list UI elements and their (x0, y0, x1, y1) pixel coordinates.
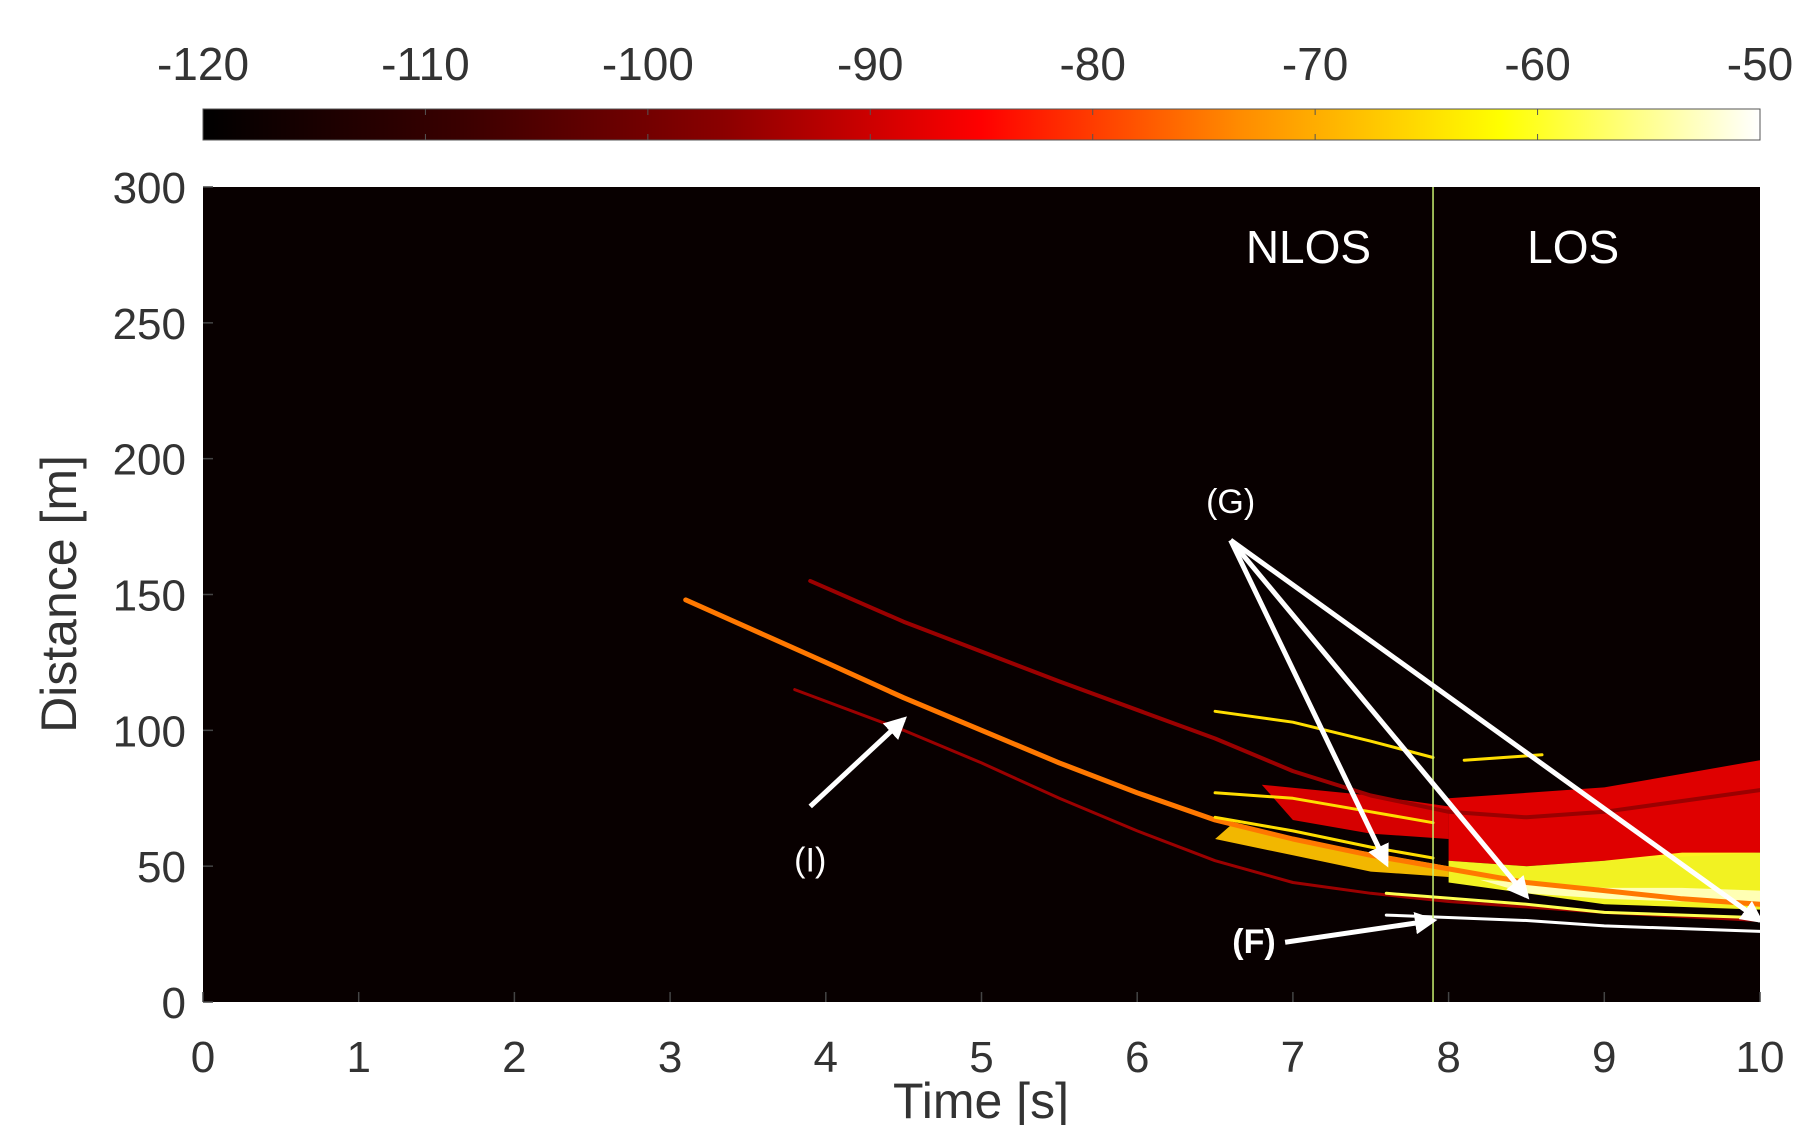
track-floor-yellow (1384, 891, 1760, 920)
annotation-g-arrow (1229, 538, 1760, 924)
track-lower (793, 688, 1760, 922)
heatmap-tracks (683, 578, 1760, 933)
colorbar-tick-label: -70 (1282, 38, 1348, 90)
annotations: NLOS LOS (G) (I) (F) (794, 221, 1760, 961)
x-tick-label: 3 (658, 1033, 682, 1082)
x-tick-label: 7 (1281, 1033, 1305, 1082)
x-tick-label: 2 (502, 1033, 526, 1082)
track-upper (808, 578, 1760, 820)
colorbar-tick-label: -50 (1727, 38, 1793, 90)
annotation-f-arrow (1284, 911, 1438, 945)
x-axis-label: Time [s] (893, 1073, 1069, 1125)
region-nlos-red (1261, 784, 1449, 839)
y-tick-label: 0 (162, 979, 186, 1028)
annotation-los: LOS (1527, 221, 1619, 273)
y-axis: 0 50 100 150 200 250 300 (113, 164, 213, 1028)
x-tick-label: 8 (1436, 1033, 1460, 1082)
x-tick-label: 4 (814, 1033, 838, 1082)
colorbar-tick-label: -90 (837, 38, 903, 90)
x-tick-label: 5 (969, 1033, 993, 1082)
x-tick-label: 10 (1736, 1033, 1785, 1082)
plot-content: NLOS LOS (G) (I) (F) (683, 187, 1760, 1002)
y-tick-label: 150 (113, 572, 186, 621)
annotation-g: (G) (1206, 483, 1255, 521)
y-tick-label: 300 (113, 164, 186, 213)
y-tick-label: 100 (113, 707, 186, 756)
y-axis-label: Distance [m] (31, 455, 87, 733)
colorbar-tick-label: -80 (1059, 38, 1125, 90)
track-main (683, 597, 1760, 907)
colorbar-ticks: -120 -110 -100 -90 -80 -70 -60 -50 (157, 38, 1793, 140)
annotation-f: (F) (1232, 923, 1275, 961)
track-yellow-low (1213, 815, 1435, 860)
track-floor-white (1384, 913, 1760, 933)
x-tick-label: 1 (346, 1033, 370, 1082)
track-yellow-mid (1213, 791, 1435, 825)
colorbar: -120 -110 -100 -90 -80 -70 -60 -50 (157, 38, 1793, 141)
y-tick-label: 250 (113, 300, 186, 349)
annotation-g-arrow (1228, 539, 1389, 868)
annotation-i-arrow (808, 716, 907, 809)
x-tick-label: 0 (191, 1033, 215, 1082)
y-tick-label: 50 (137, 843, 186, 892)
x-tick-label: 6 (1125, 1033, 1149, 1082)
colorbar-tick-label: -100 (602, 38, 694, 90)
annotation-i: (I) (794, 842, 826, 880)
colorbar-tick-label: -110 (381, 38, 470, 90)
colorbar-gradient (202, 108, 1761, 141)
annotation-g-arrow (1228, 538, 1530, 900)
x-axis: 0 1 2 3 4 5 6 7 8 9 10 (191, 992, 1785, 1082)
colorbar-tick-label: -60 (1504, 38, 1570, 90)
x-tick-label: 9 (1592, 1033, 1616, 1082)
region-nlos-bright (1215, 825, 1449, 877)
y-tick-label: 200 (113, 436, 186, 485)
annotation-nlos: NLOS (1246, 221, 1371, 273)
colorbar-tick-label: -120 (157, 38, 249, 90)
